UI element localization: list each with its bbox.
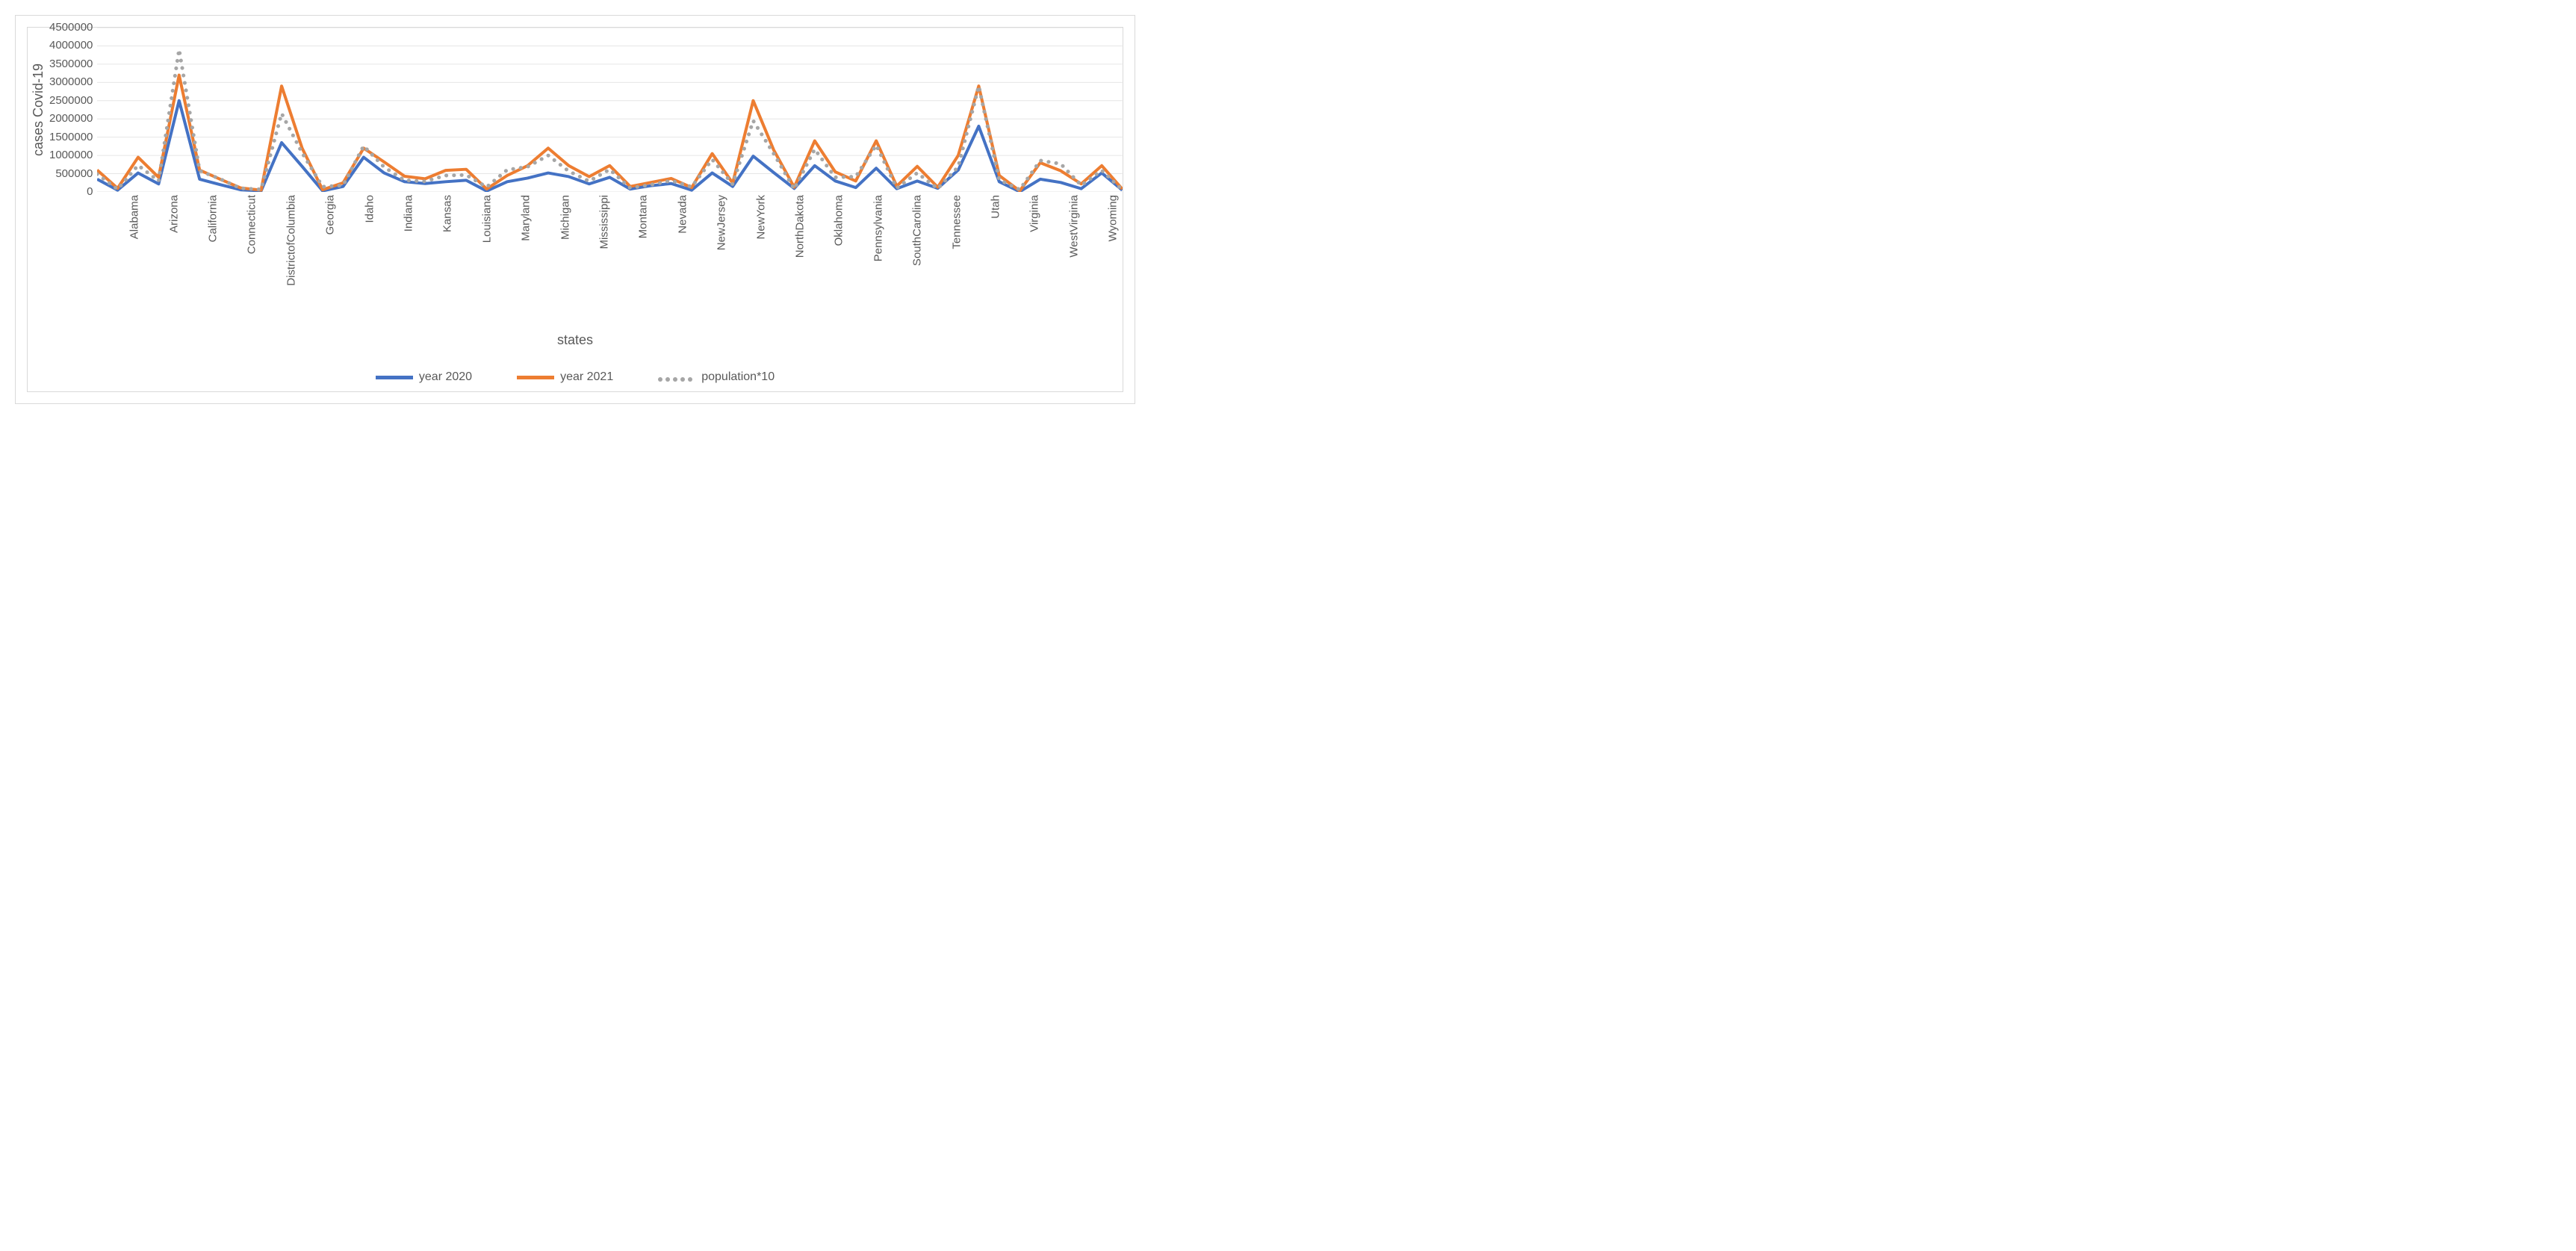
x-tick <box>692 192 712 326</box>
x-tick <box>144 192 164 326</box>
x-tick: Michigan <box>555 192 574 326</box>
x-tick <box>1005 192 1025 326</box>
x-tick: Tennessee <box>947 192 966 326</box>
x-tick <box>771 192 790 326</box>
y-axis-label: cases Covid-19 <box>28 28 49 192</box>
x-tick: Idaho <box>359 192 379 326</box>
x-tick: Maryland <box>516 192 536 326</box>
x-tick <box>810 192 829 326</box>
plot-area: cases Covid-19 4500000400000035000003000… <box>27 27 1123 392</box>
x-tick <box>1084 192 1103 326</box>
x-tick: DistrictofColumbia <box>282 192 301 326</box>
x-tick: Nevada <box>673 192 692 326</box>
x-tick <box>849 192 869 326</box>
x-tick <box>614 192 633 326</box>
x-tick: Indiana <box>399 192 418 326</box>
legend-item: population*10 <box>658 370 775 384</box>
x-tick: Pennsylvania <box>869 192 888 326</box>
legend-item: year 2021 <box>517 370 613 384</box>
x-tick <box>536 192 555 326</box>
x-tick: California <box>203 192 223 326</box>
x-tick <box>575 192 595 326</box>
x-tick: NorthDakota <box>790 192 810 326</box>
x-tick: WestVirginia <box>1064 192 1084 326</box>
x-axis-labels: Alabama Arizona California Connecticut Distr… <box>125 192 1123 326</box>
x-tick <box>223 192 242 326</box>
x-tick: NewJersey <box>712 192 731 326</box>
legend-item: year 2020 <box>376 370 472 384</box>
legend-label: population*10 <box>701 370 775 384</box>
x-tick <box>340 192 359 326</box>
x-tick: SouthCarolina <box>907 192 927 326</box>
x-tick: Louisiana <box>477 192 497 326</box>
x-tick: Georgia <box>320 192 340 326</box>
x-tick: Wyoming <box>1103 192 1123 326</box>
x-tick: Connecticut <box>242 192 261 326</box>
x-tick <box>261 192 281 326</box>
legend-label: year 2020 <box>419 370 472 384</box>
chart-container: cases Covid-19 4500000400000035000003000… <box>15 15 1135 404</box>
x-tick <box>731 192 751 326</box>
x-tick: NewYork <box>751 192 771 326</box>
x-tick <box>497 192 516 326</box>
x-tick: Oklahoma <box>829 192 848 326</box>
x-tick: Utah <box>986 192 1005 326</box>
legend: year 2020 year 2021 population*10 <box>28 370 1123 391</box>
x-tick <box>1045 192 1064 326</box>
x-axis-title: states <box>28 332 1123 348</box>
x-tick <box>653 192 672 326</box>
x-tick <box>888 192 907 326</box>
x-tick: Kansas <box>438 192 457 326</box>
x-tick <box>301 192 320 326</box>
x-tick <box>184 192 203 326</box>
x-tick <box>418 192 438 326</box>
x-tick <box>379 192 399 326</box>
chart-svg-wrap <box>97 28 1123 192</box>
x-tick: Alabama <box>125 192 144 326</box>
x-tick <box>966 192 986 326</box>
x-tick: Mississippi <box>595 192 614 326</box>
x-tick <box>457 192 477 326</box>
x-tick <box>927 192 946 326</box>
y-axis-ticks: 4500000400000035000003000000250000020000… <box>49 28 97 192</box>
x-tick: Montana <box>633 192 653 326</box>
x-tick: Virginia <box>1025 192 1044 326</box>
x-tick: Arizona <box>164 192 183 326</box>
legend-label: year 2021 <box>560 370 613 384</box>
